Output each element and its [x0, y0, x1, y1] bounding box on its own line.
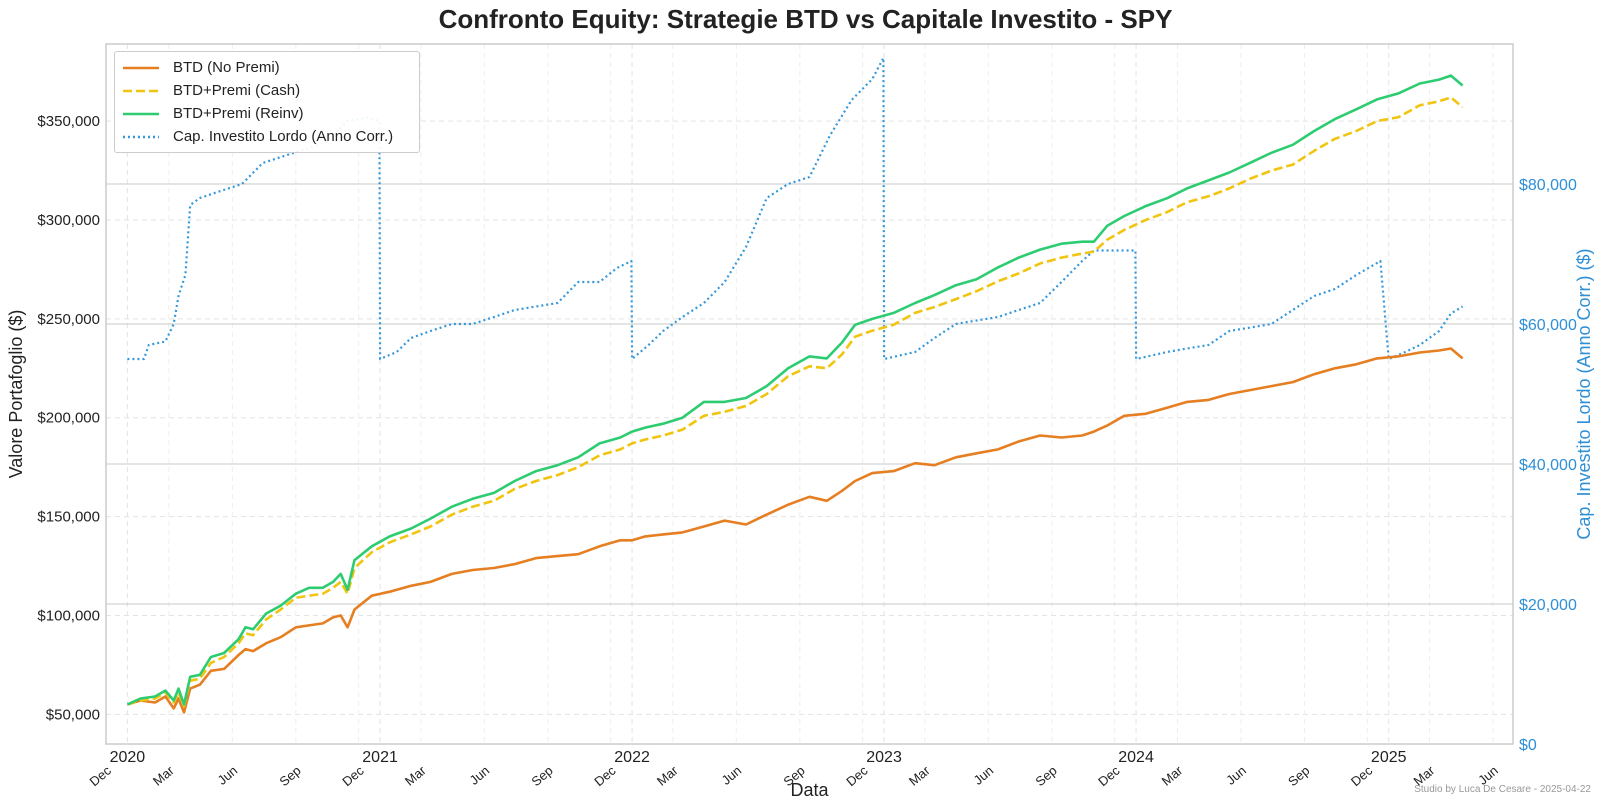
x-month-label: Mar: [654, 762, 681, 788]
legend-label: BTD+Premi (Reinv): [173, 105, 304, 122]
x-month-label: Sep: [276, 763, 303, 789]
legend-item: BTD+Premi (Reinv): [115, 102, 419, 125]
x-year-label: 2022: [614, 749, 650, 766]
right-tick-label: $80,000: [1519, 177, 1577, 194]
plot-frame: [105, 43, 1514, 745]
credit-text: Studio by Luca De Cesare - 2025-04-22: [1414, 784, 1591, 795]
x-month-label: Dec: [843, 762, 871, 789]
x-month-label: Dec: [87, 762, 115, 789]
legend-swatch: [123, 89, 159, 92]
right-tick-label: $0: [1519, 737, 1537, 754]
x-month-label: Jun: [971, 763, 997, 788]
x-month-label: Jun: [719, 763, 745, 788]
x-month-label: Sep: [1032, 763, 1059, 789]
x-month-label: Mar: [1159, 762, 1186, 788]
x-month-label: Mar: [906, 762, 933, 788]
left-tick-label: $50,000: [46, 706, 100, 723]
right-tick-label: $40,000: [1519, 457, 1577, 474]
legend-swatch: [123, 112, 159, 115]
x-month-label: Jun: [1223, 763, 1249, 788]
x-year-label: 2023: [866, 749, 902, 766]
legend-label: BTD+Premi (Cash): [173, 82, 301, 99]
series-line-1: [127, 96, 1464, 708]
legend-item: BTD (No Premi): [115, 56, 419, 79]
legend-label: Cap. Investito Lordo (Anno Corr.): [173, 128, 394, 145]
y-axis-label-right: Cap. Investito Lordo (Anno Corr.) ($): [1574, 248, 1594, 539]
right-axis-ticks: $0 $20,000 $40,000 $60,000 $80,000: [1519, 177, 1577, 754]
x-month-label: Mar: [402, 762, 429, 788]
legend-label: BTD (No Premi): [173, 59, 280, 76]
x-axis-label: Data: [790, 780, 829, 800]
x-month-label: Sep: [1285, 763, 1312, 789]
legend-item: BTD+Premi (Cash): [115, 79, 419, 102]
left-tick-label: $150,000: [37, 509, 100, 526]
right-tick-label: $20,000: [1519, 597, 1577, 614]
series-lines: [126, 56, 1464, 714]
x-year-label: 2020: [110, 749, 146, 766]
x-year-label: 2021: [362, 749, 398, 766]
y-axis-label-left: Valore Portafoglio ($): [6, 310, 26, 479]
chart-title: Confronto Equity: Strategie BTD vs Capit…: [438, 4, 1173, 34]
left-tick-label: $200,000: [37, 410, 100, 427]
legend-item: Cap. Investito Lordo (Anno Corr.): [115, 125, 419, 148]
left-tick-label: $100,000: [37, 607, 100, 624]
left-axis-ticks: $50,000 $100,000 $150,000 $200,000 $250,000 $…: [37, 113, 100, 723]
legend-swatch: [123, 135, 159, 138]
x-month-label: Dec: [591, 762, 619, 789]
series-line-2: [126, 74, 1464, 706]
legend-swatch: [123, 66, 159, 69]
right-tick-label: $60,000: [1519, 317, 1577, 334]
x-month-label: Dec: [1348, 762, 1376, 789]
x-month-label: Dec: [1095, 762, 1123, 789]
left-tick-label: $250,000: [37, 311, 100, 328]
x-month-label: Mar: [150, 762, 177, 788]
x-month-label: Jun: [215, 763, 241, 788]
x-month-label: Dec: [339, 762, 367, 789]
x-month-label: Sep: [528, 763, 555, 789]
x-year-label: 2024: [1118, 749, 1154, 766]
x-month-label: Jun: [467, 763, 493, 788]
series-line-0: [127, 347, 1464, 714]
right-axis-grid: [106, 183, 1513, 605]
left-tick-label: $300,000: [37, 212, 100, 229]
left-tick-label: $350,000: [37, 113, 100, 130]
legend: BTD (No Premi) BTD+Premi (Cash) BTD+Premi …: [114, 51, 420, 153]
x-year-label: 2025: [1371, 749, 1407, 766]
